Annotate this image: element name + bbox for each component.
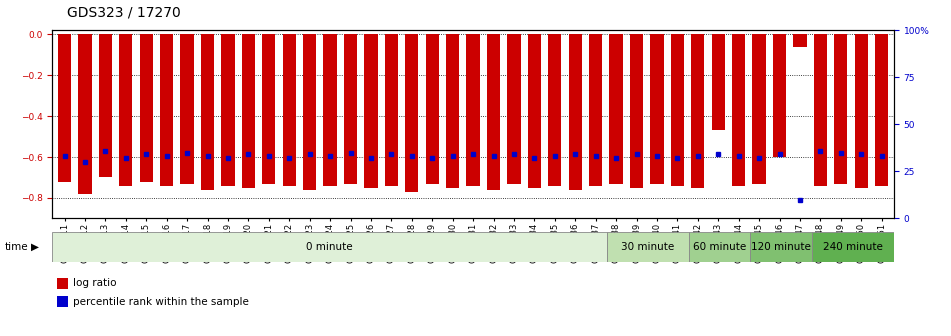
Bar	[855, 34, 868, 188]
Text: 240 minute: 240 minute	[823, 242, 883, 252]
Bar	[282, 34, 296, 186]
Text: GDS323 / 17270: GDS323 / 17270	[67, 5, 181, 19]
Text: log ratio: log ratio	[73, 278, 117, 288]
Bar	[711, 34, 725, 130]
Bar	[364, 34, 378, 188]
Bar	[689, 232, 750, 262]
Bar	[467, 34, 479, 186]
Bar	[160, 34, 173, 186]
Bar	[242, 34, 255, 188]
Bar	[773, 34, 786, 157]
Bar	[732, 34, 746, 186]
Bar	[670, 34, 684, 186]
Text: 60 minute: 60 minute	[693, 242, 747, 252]
Text: ▶: ▶	[31, 242, 39, 252]
Bar	[507, 34, 520, 184]
Bar	[752, 34, 766, 184]
Bar	[405, 34, 418, 192]
Bar	[99, 34, 112, 177]
Bar	[569, 34, 582, 190]
Bar	[691, 34, 705, 188]
Text: 30 minute: 30 minute	[621, 242, 674, 252]
Bar	[119, 34, 132, 186]
Bar	[548, 34, 561, 186]
Bar	[58, 34, 71, 181]
Bar	[323, 34, 337, 186]
Bar	[528, 34, 541, 188]
Bar	[630, 34, 643, 188]
Bar	[589, 34, 602, 186]
Bar	[750, 232, 812, 262]
Bar	[262, 34, 276, 184]
Text: 0 minute: 0 minute	[306, 242, 353, 252]
Bar	[426, 34, 439, 184]
Text: time: time	[5, 242, 29, 252]
Bar	[222, 34, 235, 186]
Bar	[793, 34, 806, 47]
Bar	[140, 34, 153, 181]
Bar	[650, 34, 664, 184]
Bar	[610, 34, 623, 184]
Bar	[344, 34, 358, 184]
Bar	[303, 34, 317, 190]
Bar	[385, 34, 398, 186]
Bar	[834, 34, 847, 184]
Text: percentile rank within the sample: percentile rank within the sample	[73, 297, 249, 307]
Bar	[181, 34, 194, 184]
Bar	[78, 34, 91, 194]
Bar	[201, 34, 214, 190]
Text: 120 minute: 120 minute	[751, 242, 811, 252]
Bar	[446, 34, 459, 188]
Bar	[607, 232, 689, 262]
Bar	[814, 34, 827, 186]
Bar	[875, 34, 888, 186]
Bar	[812, 232, 894, 262]
Bar	[487, 34, 500, 190]
Bar	[52, 232, 607, 262]
